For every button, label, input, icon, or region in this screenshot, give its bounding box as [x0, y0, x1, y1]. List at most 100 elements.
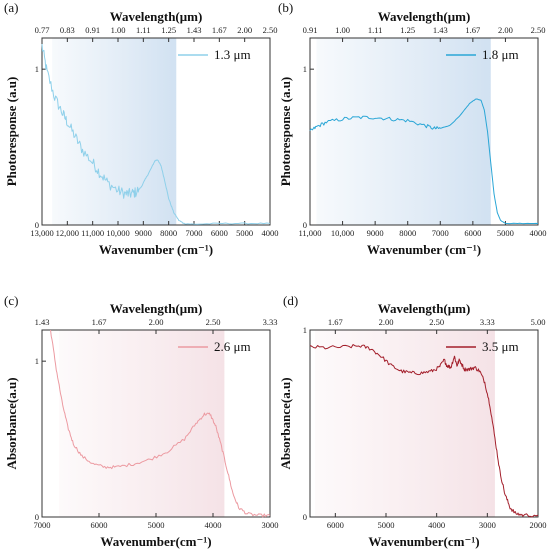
- chart-panel-3: 7000 6000 5000 4000 3000 1.43 1.67 2.00 2.50 3.33…: [4, 293, 279, 549]
- top-tick-label: 2.00: [237, 25, 252, 35]
- top-tick-label: 1.43: [187, 25, 202, 35]
- x-tick-label: 7000: [34, 520, 51, 530]
- top-tick-label: 2.50: [263, 25, 278, 35]
- top-tick-label: 1.43: [433, 25, 448, 35]
- chart-panel-4: 6000 5000 4000 3000 2000 1.67 2.00 2.50 3.33 5.00…: [278, 293, 547, 549]
- x-tick-label: 5000: [497, 228, 514, 238]
- top-tick-label: 2.00: [379, 317, 394, 327]
- x-tick-label: 10,000: [106, 228, 129, 238]
- x-tick-label: 12,000: [56, 228, 79, 238]
- x-tick-label: 4000: [428, 520, 445, 530]
- top-tick-label: 2.50: [531, 25, 546, 35]
- x-tick-label: 4000: [205, 520, 222, 530]
- top-tick-label: 5.00: [531, 317, 546, 327]
- panel-label: (b): [278, 0, 293, 15]
- top-tick-label: 1.25: [400, 25, 415, 35]
- legend-label: 2.6 μm: [214, 339, 251, 354]
- top-tick-label: 2.50: [206, 317, 221, 327]
- legend-label: 3.5 μm: [482, 339, 519, 354]
- top-tick-label: 1.25: [161, 25, 176, 35]
- top-tick-label: 1.43: [35, 317, 50, 327]
- x-tick-label: 5000: [378, 520, 395, 530]
- plot-frame: [41, 37, 271, 226]
- y-axis-title: Photoresponse (a.u): [4, 77, 19, 187]
- series-line: [41, 44, 271, 225]
- series-line: [50, 329, 271, 518]
- y-axis-title: Absorbance(a.u): [4, 377, 19, 469]
- y-tick-label: 1: [35, 64, 39, 74]
- top-tick-label: 1.00: [111, 25, 126, 35]
- top-tick-label: 3.33: [480, 317, 495, 327]
- top-tick-label: 2.00: [149, 317, 164, 327]
- x-tick-label: 7000: [186, 228, 203, 238]
- y-tick-label: 0: [35, 512, 39, 522]
- top-axis-title: Wavelength(μm): [378, 301, 471, 316]
- x-tick-label: 4000: [262, 228, 279, 238]
- x-axis-title: Wavenumber (cm⁻¹): [99, 242, 213, 257]
- top-axis-title: Wavelength(μm): [110, 301, 203, 316]
- shaded-band: [316, 38, 491, 225]
- x-tick-label: 6000: [327, 520, 344, 530]
- x-tick-label: 8000: [160, 228, 177, 238]
- top-tick-label: 1.11: [368, 25, 383, 35]
- shaded-band: [315, 330, 495, 517]
- x-tick-label: 13,000: [30, 228, 53, 238]
- top-tick-label: 1.67: [465, 25, 480, 35]
- top-axis-title: Wavelength(μm): [378, 9, 471, 24]
- top-tick-label: 3.33: [263, 317, 278, 327]
- y-axis-title: Absorbance(a.u): [278, 377, 293, 469]
- x-axis-title: Wavenumber(cm⁻¹): [100, 534, 211, 549]
- x-tick-label: 5000: [148, 520, 165, 530]
- plot-frame: [309, 329, 539, 518]
- top-tick-label: 1.00: [335, 25, 350, 35]
- x-tick-label: 3000: [479, 520, 496, 530]
- chart-panel-1: 13,000 12,000 11,000 10,000 9000 8000 7000 6000…: [4, 0, 279, 257]
- x-tick-label: 4000: [530, 228, 547, 238]
- x-tick-label: 7000: [432, 228, 449, 238]
- x-tick-label: 6000: [464, 228, 481, 238]
- x-tick-label: 3000: [262, 520, 279, 530]
- y-tick-label: 1: [303, 64, 307, 74]
- y-tick-label: 0: [303, 220, 307, 230]
- top-tick-label: 0.91: [303, 25, 318, 35]
- y-tick-label: 1: [303, 325, 307, 335]
- y-tick-label: 0: [303, 512, 307, 522]
- series-line: [309, 344, 539, 518]
- top-tick-label: 0.91: [85, 25, 100, 35]
- panel-label: (a): [4, 0, 18, 15]
- y-axis-title: Photoresponse (a.u): [278, 77, 293, 187]
- legend-label: 1.3 μm: [214, 47, 251, 62]
- top-tick-label: 0.83: [60, 25, 75, 35]
- top-tick-label: 0.77: [35, 25, 50, 35]
- x-tick-label: 8000: [399, 228, 416, 238]
- top-axis-title: Wavelength(μm): [110, 9, 203, 24]
- shaded-band: [52, 38, 177, 225]
- panel-label: (c): [4, 293, 18, 308]
- x-tick-label: 6000: [91, 520, 108, 530]
- x-tick-label: 9000: [367, 228, 384, 238]
- x-tick-label: 11,000: [81, 228, 104, 238]
- x-tick-label: 6000: [211, 228, 228, 238]
- y-tick-label: 1: [35, 356, 39, 366]
- top-tick-label: 1.67: [328, 317, 343, 327]
- x-tick-label: 5000: [236, 228, 253, 238]
- legend-label: 1.8 μm: [482, 47, 519, 62]
- series-line: [309, 98, 539, 225]
- x-tick-label: 2000: [530, 520, 547, 530]
- x-tick-label: 9000: [135, 228, 152, 238]
- shaded-band: [59, 330, 225, 517]
- top-tick-label: 2.50: [429, 317, 444, 327]
- x-tick-label: 10,000: [331, 228, 354, 238]
- chart-panel-2: 11,000 10,000 9000 8000 7000 6000 5000 4000 0.91…: [278, 0, 547, 257]
- top-tick-label: 1.67: [92, 317, 107, 327]
- x-axis-title: Wavenumber (cm⁻¹): [367, 242, 481, 257]
- x-tick-label: 11,000: [298, 228, 321, 238]
- x-axis-title: Wavenumber(cm⁻¹): [368, 534, 479, 549]
- top-tick-label: 2.00: [498, 25, 513, 35]
- panel-label: (d): [283, 293, 298, 308]
- top-tick-label: 1.11: [136, 25, 151, 35]
- y-tick-label: 0: [35, 220, 39, 230]
- top-tick-label: 1.67: [212, 25, 227, 35]
- plot-frame: [309, 37, 539, 226]
